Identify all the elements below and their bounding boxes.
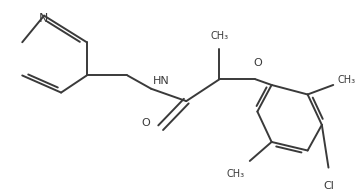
Text: O: O <box>253 58 262 68</box>
Text: CH₃: CH₃ <box>227 168 245 179</box>
Text: N: N <box>38 12 48 25</box>
Text: CH₃: CH₃ <box>211 31 228 41</box>
Text: HN: HN <box>153 76 170 86</box>
Text: O: O <box>141 118 150 128</box>
Text: Cl: Cl <box>323 181 334 191</box>
Text: CH₃: CH₃ <box>338 75 356 85</box>
